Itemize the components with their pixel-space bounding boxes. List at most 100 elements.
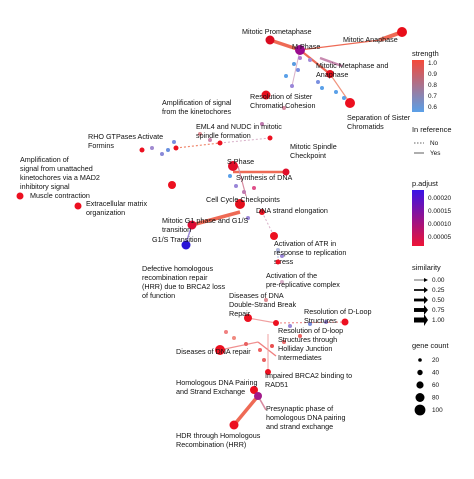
minor-node xyxy=(282,340,286,344)
node-amplification-signal-kinetochores: Amplification of signal from the kinetoch… xyxy=(162,98,232,151)
node-label: G1/S Transition xyxy=(152,235,202,244)
node-circle xyxy=(282,168,290,176)
node-label: Mitotic Metaphase and Anaphase xyxy=(316,61,388,79)
node-circle xyxy=(139,147,145,153)
node-circle xyxy=(267,135,273,141)
node-label: Homologous DNA Pairing and Strand Exchang… xyxy=(176,378,258,396)
node-label: Resolution of Sister Chromatid Cohesion xyxy=(250,92,316,110)
node-mitotic-prometaphase: Mitotic Prometaphase xyxy=(242,27,312,45)
node-circle xyxy=(265,35,275,45)
node-label-line: from the kinetochores xyxy=(162,107,232,116)
minor-node xyxy=(234,184,238,188)
node-label-line: Resolution of D-Loop xyxy=(304,307,372,316)
node-label: S Phase xyxy=(227,157,254,166)
legend-text: strength xyxy=(412,49,439,58)
node-label-line: RAD51 xyxy=(265,380,288,389)
edge xyxy=(319,56,343,68)
node-circle xyxy=(228,161,238,171)
node-label: Resolution of D-loop Structures through Ho… xyxy=(278,326,343,362)
node-label: Mitotic Spindle Checkpoint xyxy=(290,142,337,160)
node-label: Presynaptic phase of homologous DNA pairi… xyxy=(266,404,346,431)
minor-node xyxy=(296,68,300,72)
node-circle xyxy=(261,90,271,100)
gene-count-dot xyxy=(417,369,423,376)
edge xyxy=(219,341,259,351)
node-resolution-dloop-structures: Resolution of D-Loop Structures xyxy=(304,307,372,326)
node-mitotic-g1-g1s: Mitotic G1 phase and G1/S transition xyxy=(162,216,249,234)
legend-text: 0.00020 xyxy=(428,195,452,202)
legend-text: 1.00 xyxy=(432,317,445,324)
node-label: Mitotic G1 phase and G1/S transition xyxy=(162,216,249,234)
node-label-line: Activation of ATR in xyxy=(274,239,336,248)
minor-node xyxy=(288,324,292,328)
minor-node xyxy=(244,342,248,346)
legend-text: 0.00015 xyxy=(428,208,452,215)
minor-node xyxy=(280,254,284,258)
node-circle xyxy=(397,27,407,37)
similarity-arrowhead xyxy=(424,296,428,304)
legend-text: 0.00005 xyxy=(428,234,452,241)
legend-text: 0.6 xyxy=(428,104,437,111)
node-label-line: Homologous DNA Pairing xyxy=(176,378,258,387)
node-label: Synthesis of DNA xyxy=(236,173,293,182)
node-label-line: organization xyxy=(86,208,125,217)
edge xyxy=(329,73,351,104)
node-circle xyxy=(254,392,262,400)
node-circle xyxy=(259,209,265,215)
node-label-line: inhibitory signal xyxy=(20,182,70,191)
node-label-line: Diseases of DNA xyxy=(229,291,284,300)
legend-text: 0.8 xyxy=(428,82,437,89)
node-dna-strand-elongation: DNA strand elongation xyxy=(256,206,328,215)
node-circle xyxy=(265,369,271,375)
node-homologous-dna-pairing: Homologous DNA Pairing and Strand Exchang… xyxy=(176,378,258,396)
node-label-line: signal from unattached xyxy=(20,164,93,173)
node-label: Mitotic Prometaphase xyxy=(242,27,312,36)
node-label-line: Mitotic Spindle xyxy=(290,142,337,151)
minor-node xyxy=(242,190,246,194)
legend-text: gene count xyxy=(412,341,449,350)
node-label-line: Intermediates xyxy=(278,353,322,362)
node-resolution-dloop-hj: Resolution of D-loop Structures through Ho… xyxy=(273,320,343,362)
node-label-line: Repair xyxy=(229,309,251,318)
node-m-phase: M Phase xyxy=(292,42,320,55)
node-layer: Mitotic Prometaphase M Phase Mitotic Anaph… xyxy=(16,27,411,449)
node-label-line: Amplification of signal xyxy=(162,98,232,107)
node-separation-sister-chromatids: Separation of Sister Chromatids xyxy=(345,98,411,131)
edge xyxy=(269,38,301,52)
node-muscle-contraction: Muscle contraction xyxy=(16,191,90,200)
minor-node xyxy=(308,322,312,326)
node-label-line: Holliday Junction xyxy=(278,344,332,353)
node-label-line: Activation of the xyxy=(266,271,317,280)
legend-text: 20 xyxy=(432,357,440,364)
node-label-line: Anaphase xyxy=(316,70,348,79)
legend-text: In reference xyxy=(412,125,451,134)
node-label-line: G1/S Transition xyxy=(152,235,202,244)
similarity-arrowhead xyxy=(424,314,428,326)
legend-text: 0.7 xyxy=(428,93,437,100)
node-circle xyxy=(235,199,245,209)
node-circle xyxy=(270,232,278,240)
node-defective-hrr: Defective homologous recombination repair… xyxy=(142,264,225,300)
node-label-line: Mitotic G1 phase and G1/S xyxy=(162,216,249,225)
minor-node xyxy=(316,80,320,84)
node-circle xyxy=(74,202,82,210)
node-label: HDR through Homologous Recombination (HRR… xyxy=(176,431,261,449)
node-label-line: Synthesis of DNA xyxy=(236,173,293,182)
node-label-line: homologous DNA pairing xyxy=(266,413,346,422)
legend-text: 0.25 xyxy=(432,287,445,294)
node-label-line: Chromatid Cohesion xyxy=(250,101,316,110)
legend-text: No xyxy=(430,140,439,147)
node-label: Diseases of DNA repair xyxy=(176,347,251,356)
node-circle xyxy=(168,181,176,189)
legend-text: 0.50 xyxy=(432,297,445,304)
node-amplification-unattached: Amplification of signal from unattached ki… xyxy=(20,155,176,191)
node-activation-atr: Activation of ATR in response to replicat… xyxy=(270,232,346,266)
minor-node xyxy=(246,216,250,220)
minor-node xyxy=(282,106,286,110)
node-label-line: kinetochores via a MAD2 xyxy=(20,173,100,182)
node-label-line: Double-Strand Break xyxy=(229,300,297,309)
node-label-line: recombination repair xyxy=(142,273,208,282)
node-label-line: S Phase xyxy=(227,157,254,166)
node-label-line: Diseases of DNA repair xyxy=(176,347,251,356)
